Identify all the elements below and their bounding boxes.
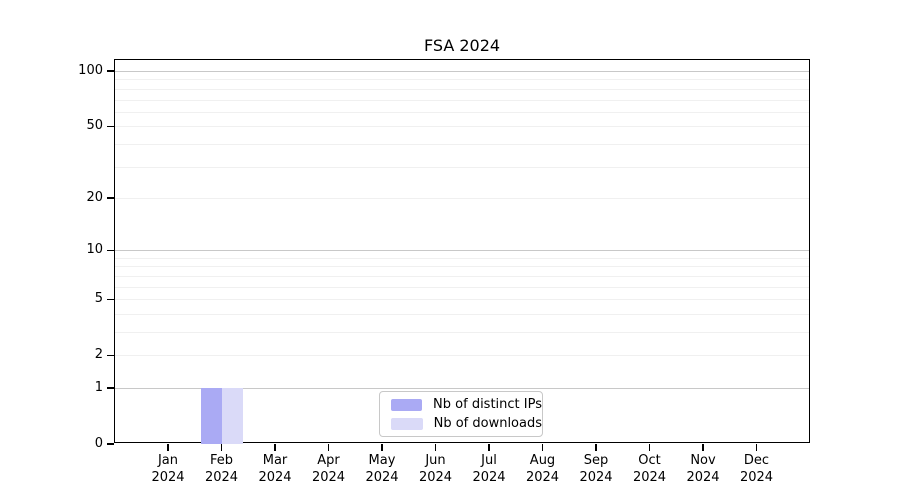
y-tick-mark: [107, 125, 114, 127]
x-tick-mark: [702, 444, 704, 451]
x-tick-month: Dec: [743, 453, 770, 468]
x-tick-mark: [327, 444, 330, 451]
x-tick-year: 2024: [686, 470, 720, 485]
y-gridline-minor: [115, 99, 809, 101]
x-tick-mark: [755, 444, 758, 451]
y-gridline-major: [115, 71, 809, 72]
x-tick-mark: [220, 444, 223, 451]
y-gridline-minor: [115, 88, 809, 90]
legend-label-downloads: Nb of downloads: [433, 416, 542, 431]
x-tick-month: Jun: [425, 453, 446, 468]
y-gridline-major: [115, 250, 809, 252]
x-tick-month: Jul: [481, 453, 497, 468]
x-tick-month: Apr: [317, 453, 340, 468]
y-tick-label: 20: [86, 189, 103, 205]
y-tick-label: 5: [94, 291, 103, 307]
plot-area: Nb of distinct IPs Nb of downloads 0 1 2 5 1…: [78, 59, 810, 485]
x-tick-month: Sep: [583, 453, 609, 468]
legend-swatch-distinct-ips: [391, 398, 423, 411]
legend: Nb of distinct IPs Nb of downloads: [379, 391, 543, 437]
y-tick-label: 1: [94, 380, 103, 395]
x-tick-label: Sep 2024: [564, 452, 628, 486]
legend-entry-distinct-ips: Nb of distinct IPs: [391, 397, 542, 412]
y-gridline-minor: [115, 355, 809, 357]
x-tick-label: Dec 2024: [725, 452, 789, 486]
y-gridline-minor: [115, 332, 809, 333]
x-tick-year: 2024: [739, 470, 774, 485]
x-tick-month: Aug: [529, 453, 556, 468]
y-gridline-minor: [115, 275, 809, 277]
y-gridline-minor: [115, 266, 809, 268]
bar-distinct-ips-feb: [200, 388, 222, 444]
x-tick-label: Jul 2024: [457, 452, 521, 486]
y-tick-mark: [107, 70, 114, 72]
y-gridline-minor: [115, 313, 809, 315]
y-gridline-minor: [115, 166, 809, 168]
x-tick-mark: [488, 444, 490, 451]
x-tick-label: Mar 2024: [243, 452, 307, 486]
legend-label-distinct-ips: Nb of distinct IPs: [433, 397, 542, 412]
x-tick-year: 2024: [472, 470, 506, 485]
y-gridline-minor: [115, 197, 809, 199]
y-gridline-minor: [115, 286, 809, 288]
y-gridline-minor: [115, 79, 809, 81]
y-tick-mark: [107, 443, 114, 445]
y-gridline-minor: [115, 257, 809, 259]
x-tick-label: Jun 2024: [404, 452, 468, 486]
x-tick-label: May 2024: [350, 452, 414, 486]
x-tick-month: May: [368, 453, 396, 468]
x-tick-label: Aug 2024: [511, 452, 575, 486]
x-tick-month: Nov: [690, 453, 716, 468]
y-tick-label: 50: [86, 118, 103, 134]
y-tick-label: 2: [94, 347, 103, 363]
y-tick-mark: [107, 354, 114, 356]
y-gridline-major: [115, 388, 809, 389]
y-gridline-minor: [115, 299, 809, 301]
x-tick-month: Jan: [157, 453, 179, 468]
x-tick-mark: [167, 444, 169, 451]
x-tick-year: 2024: [365, 470, 399, 485]
x-tick-label: Nov 2024: [671, 452, 735, 486]
x-tick-mark: [541, 444, 544, 451]
bar-downloads-feb: [221, 388, 243, 444]
legend-entry-downloads: Nb of downloads: [391, 416, 542, 431]
x-tick-mark: [274, 444, 276, 451]
x-tick-year: 2024: [418, 470, 453, 485]
y-tick-label: 0: [94, 436, 103, 451]
y-tick-mark: [107, 249, 114, 251]
x-tick-mark: [381, 444, 383, 451]
y-tick-mark: [107, 197, 114, 199]
x-tick-year: 2024: [311, 470, 346, 485]
x-tick-year: 2024: [525, 470, 560, 485]
x-tick-mark: [434, 444, 437, 451]
legend-swatch-downloads: [391, 417, 423, 430]
x-tick-label: Jan 2024: [136, 452, 200, 486]
x-tick-label: Oct 2024: [618, 452, 682, 486]
chart-title: FSA 2024: [423, 36, 501, 55]
x-tick-year: 2024: [151, 470, 185, 485]
y-tick-label: 10: [86, 242, 103, 258]
y-gridline-minor: [115, 126, 809, 128]
x-tick-year: 2024: [579, 470, 613, 485]
x-tick-label: Feb 2024: [190, 452, 254, 486]
y-gridline-minor: [115, 111, 809, 113]
x-tick-mark: [648, 444, 651, 451]
x-tick-year: 2024: [258, 470, 292, 485]
x-tick-year: 2024: [204, 470, 239, 485]
y-tick-mark: [107, 298, 114, 300]
y-tick-label: 100: [78, 63, 103, 78]
y-gridline-minor: [115, 143, 809, 145]
x-tick-mark: [595, 444, 597, 451]
x-tick-month: Mar: [262, 453, 288, 468]
x-tick-label: Apr 2024: [297, 452, 361, 486]
x-tick-year: 2024: [632, 470, 667, 485]
x-tick-month: Feb: [209, 453, 234, 468]
x-tick-month: Oct: [638, 453, 661, 468]
y-tick-mark: [107, 387, 114, 389]
